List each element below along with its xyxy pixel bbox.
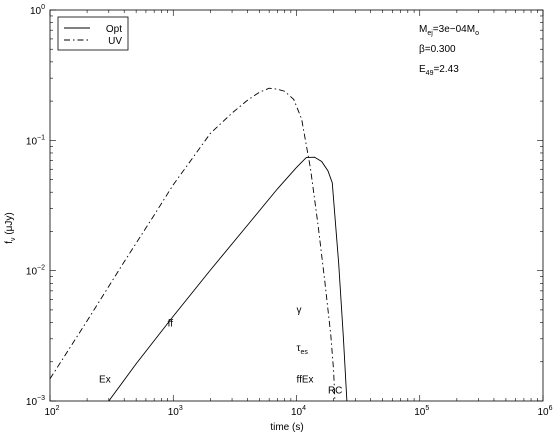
y-tick-label: 10−1 (26, 134, 45, 147)
parameter-text: β=0.300 (419, 44, 456, 55)
svg-text:fν (μJy): fν (μJy) (4, 212, 17, 243)
annotation-label: Ex (99, 374, 111, 385)
series-group (50, 87, 348, 401)
y-axis-label: fν (μJy) (4, 212, 17, 243)
x-tick-label: 106 (537, 405, 552, 418)
x-tick-label: 102 (44, 405, 59, 418)
axes-group: 102 103 104 105 106 10−3 10−2 10−1 100 (26, 4, 553, 418)
annotation-label: γ (297, 305, 302, 316)
series-line-uv (50, 87, 336, 401)
x-tick-label: 104 (291, 405, 306, 418)
annotation-label: ffEx (297, 374, 314, 385)
parameter-text: Mej=3e−04Mo (419, 24, 479, 37)
series-line-opt (108, 156, 348, 401)
plot-frame (49, 9, 544, 402)
x-axis-label: time (s) (270, 422, 303, 433)
x-tick-label: 105 (414, 405, 429, 418)
parameter-text: E49=2.43 (419, 64, 459, 77)
annotation-label: ff (168, 318, 174, 329)
y-tick-label: 100 (30, 4, 45, 17)
annotation-label: RC (328, 386, 342, 397)
legend-label: Opt (106, 24, 122, 35)
y-tick-label: 10−2 (26, 265, 45, 278)
annotation-group: Ex ff γ τes ffEx RC (99, 305, 342, 397)
x-tick-label: 103 (168, 405, 183, 418)
parameter-box: Mej=3e−04Mo β=0.300 E49=2.43 (419, 24, 479, 77)
plot-background (50, 10, 543, 401)
y-tick-label: 10−3 (26, 395, 45, 408)
legend-label: UV (108, 36, 122, 47)
annotation-label: τes (297, 343, 309, 356)
plot-area (50, 10, 543, 401)
legend-box (57, 16, 129, 51)
